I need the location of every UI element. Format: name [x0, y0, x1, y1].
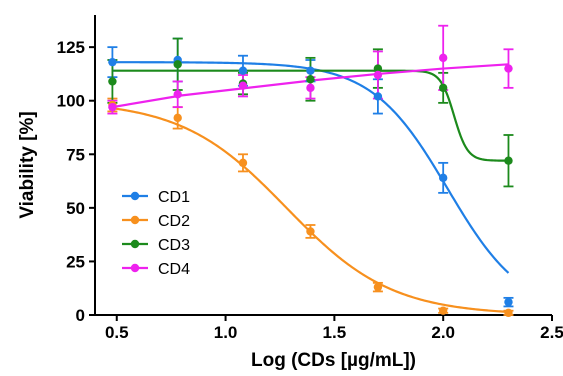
- legend-swatch-marker: [130, 263, 140, 273]
- data-point-cd3: [373, 64, 383, 73]
- data-point-cd3: [306, 75, 315, 84]
- data-point-cd1: [504, 297, 513, 307]
- x-tick-label: 1.0: [214, 323, 238, 342]
- y-tick-label: 100: [57, 92, 85, 111]
- data-point-cd2: [238, 158, 248, 168]
- y-tick-label: 50: [66, 199, 85, 218]
- x-axis-title: Log (CDs [µg/mL]): [251, 350, 416, 371]
- x-tick-label: 1.5: [323, 323, 347, 342]
- y-tick-label: 125: [57, 38, 85, 57]
- data-point-cd1: [108, 57, 117, 67]
- x-tick-label: 2.0: [431, 323, 455, 342]
- data-point-cd1: [373, 92, 383, 101]
- tick-labels: 0.5 1.0 1.5 2.0 2.5 0 25 50 75 100 125: [57, 38, 563, 342]
- fit-curve-cd2: [112, 107, 509, 314]
- data-point-cd3: [504, 156, 513, 165]
- data-point-cd2: [373, 282, 383, 292]
- data-point-cd3: [438, 83, 448, 93]
- legend-swatch-marker: [130, 239, 140, 249]
- x-tick-label: 0.5: [105, 323, 129, 342]
- data-point-cd1: [238, 66, 248, 75]
- x-tick-label: 2.5: [540, 323, 563, 342]
- legend-entry-cd4: CD4: [122, 261, 190, 278]
- legend-label: CD2: [158, 213, 190, 230]
- axes: [89, 15, 553, 321]
- data-point-cd3: [108, 77, 117, 86]
- legend-entry-cd1: CD1: [122, 189, 190, 206]
- data-point-cd4: [108, 102, 117, 112]
- data-point-cd4: [238, 81, 248, 90]
- legend-entry-cd3: CD3: [122, 237, 190, 254]
- data-point-cd2: [173, 113, 182, 123]
- legend-label: CD4: [158, 261, 190, 278]
- y-tick-label: 75: [66, 145, 85, 164]
- data-point-cd3: [173, 60, 182, 69]
- legend-label: CD1: [158, 189, 190, 206]
- data-point-cd2: [438, 306, 448, 315]
- data-point-cd4: [373, 70, 383, 80]
- y-tick-label: 0: [76, 306, 85, 325]
- legend-swatch-marker: [130, 191, 140, 201]
- data-point-cd2: [306, 227, 315, 236]
- data-point-cd4: [504, 64, 513, 73]
- data-point-cd4: [438, 53, 448, 63]
- y-tick-label: 25: [66, 252, 85, 271]
- data-point-cd1: [438, 173, 448, 183]
- data-point-cd2: [504, 308, 513, 318]
- y-axis-title: Viability [%]: [17, 111, 38, 218]
- data-point-cd1: [306, 66, 315, 75]
- legend-label: CD3: [158, 237, 190, 254]
- legend: CD1 CD2 CD3 CD4: [122, 189, 190, 278]
- legend-swatch-marker: [130, 215, 140, 225]
- data-points: [108, 53, 513, 318]
- data-point-cd4: [173, 90, 182, 99]
- data-point-cd4: [306, 83, 315, 93]
- legend-entry-cd2: CD2: [122, 213, 190, 230]
